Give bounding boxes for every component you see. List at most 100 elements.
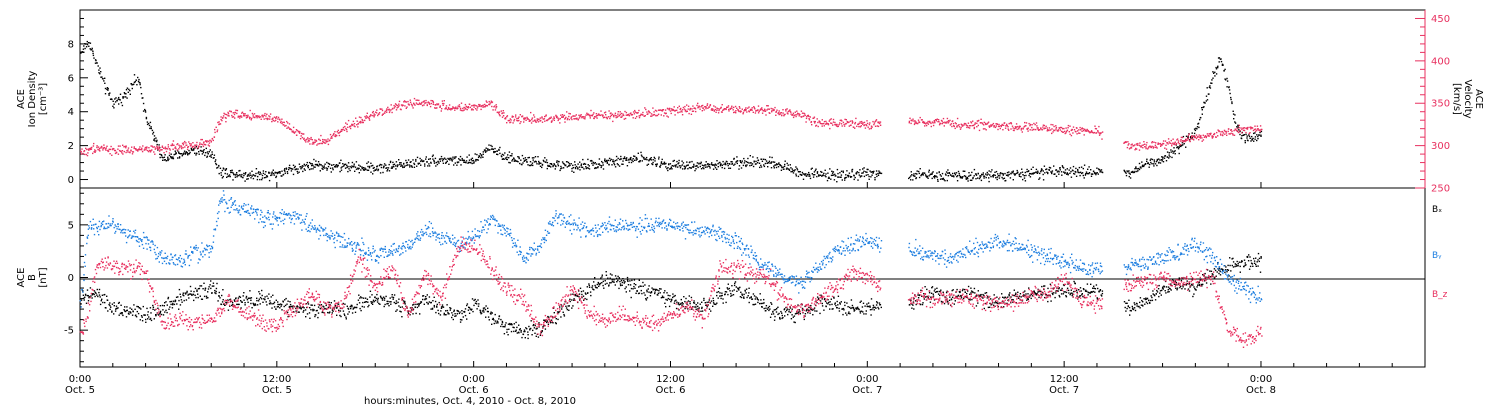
data-point: [557, 165, 560, 167]
data-point: [425, 298, 428, 300]
data-point: [927, 177, 929, 179]
data-point: [751, 109, 753, 111]
data-point: [527, 337, 529, 340]
data-point: [202, 151, 205, 154]
data-point: [719, 161, 721, 164]
data-point: [537, 336, 540, 338]
data-point: [1218, 61, 1220, 63]
data-point: [314, 163, 317, 166]
data-point: [659, 109, 662, 111]
data-point: [246, 116, 248, 118]
data-point: [357, 126, 359, 128]
data-point: [1128, 170, 1130, 172]
data-point: [1185, 138, 1187, 140]
data-point: [1059, 169, 1061, 171]
data-point: [330, 137, 332, 139]
data-point: [219, 297, 221, 299]
data-point: [276, 171, 278, 174]
data-point: [1016, 172, 1018, 174]
data-point: [1031, 126, 1033, 129]
data-point: [120, 312, 123, 314]
data-point: [565, 307, 568, 309]
data-point: [1182, 141, 1184, 143]
data-point: [383, 305, 385, 308]
data-point: [823, 120, 826, 123]
data-point: [692, 105, 694, 107]
data-point: [825, 173, 827, 175]
data-point: [461, 310, 463, 312]
data-point: [681, 109, 684, 111]
data-point: [433, 159, 435, 162]
data-point: [588, 283, 590, 285]
data-point: [613, 164, 616, 166]
data-point: [628, 113, 630, 116]
data-point: [690, 167, 692, 169]
data-point: [1018, 126, 1020, 129]
data-point: [339, 170, 341, 173]
data-point: [839, 122, 841, 124]
data-point: [662, 163, 664, 165]
data-point: [313, 143, 315, 145]
data-point: [1050, 123, 1052, 126]
data-point: [579, 169, 581, 171]
data-point: [169, 306, 171, 308]
data-point: [403, 101, 405, 103]
data-point: [302, 170, 304, 173]
data-point: [447, 108, 449, 111]
data-point: [93, 293, 95, 296]
data-point: [401, 306, 403, 308]
data-point: [282, 173, 285, 176]
data-point: [202, 143, 204, 146]
data-point: [1060, 171, 1063, 173]
data-point: [164, 159, 166, 161]
data-point: [613, 116, 615, 118]
data-point: [205, 295, 208, 297]
data-point: [847, 174, 849, 177]
data-point: [113, 107, 115, 109]
data-point: [190, 143, 192, 145]
data-point: [1225, 79, 1227, 81]
data-point: [612, 114, 615, 117]
data-point: [1211, 135, 1213, 137]
data-point: [361, 167, 364, 169]
data-point: [879, 172, 881, 174]
data-point: [215, 292, 217, 295]
data-point: [1190, 135, 1192, 138]
data-point: [828, 177, 830, 179]
data-point: [614, 159, 617, 162]
data-point: [916, 170, 918, 172]
data-point: [1046, 130, 1048, 132]
data-point: [83, 299, 85, 301]
data-point: [140, 93, 143, 95]
data-point: [132, 151, 135, 153]
data-point: [263, 177, 266, 179]
data-point: [1197, 122, 1200, 125]
data-point: [1254, 132, 1256, 134]
data-point: [89, 148, 92, 150]
data-point: [1091, 173, 1094, 175]
data-point: [621, 163, 623, 165]
data-point: [345, 318, 347, 320]
data-point: [308, 168, 311, 171]
data-point: [509, 121, 511, 124]
data-point: [331, 137, 333, 139]
data-point: [246, 178, 248, 180]
data-point: [166, 311, 168, 314]
data-point: [436, 107, 438, 109]
data-point: [712, 168, 715, 170]
data-point: [1212, 77, 1214, 79]
data-point: [194, 152, 196, 154]
data-point: [331, 164, 333, 166]
data-point: [689, 107, 692, 110]
data-point: [220, 174, 223, 176]
data-point: [514, 116, 517, 118]
data-point: [1234, 122, 1237, 124]
data-point: [1082, 174, 1084, 177]
data-point: [871, 126, 873, 128]
data-point: [1137, 142, 1139, 145]
data-point: [508, 161, 510, 164]
data-point: [310, 162, 312, 165]
data-point: [180, 145, 182, 147]
data-point: [1044, 127, 1047, 129]
data-point: [386, 300, 388, 303]
